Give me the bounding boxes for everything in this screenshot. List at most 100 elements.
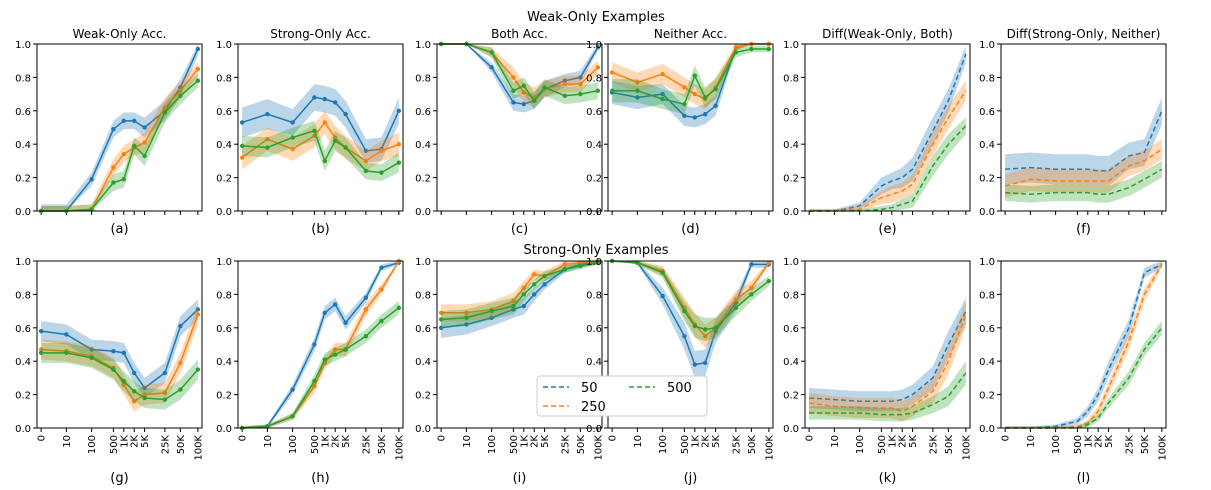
y-tick-label: 0.2 <box>586 174 602 185</box>
data-point <box>111 165 116 170</box>
data-point <box>363 158 369 164</box>
data-point <box>111 180 116 185</box>
x-tick-label: 50K <box>747 435 758 455</box>
y-tick-label: 0.4 <box>415 357 431 368</box>
y-tick-label: 0.2 <box>415 391 431 402</box>
data-point <box>438 310 444 315</box>
data-point <box>322 120 327 125</box>
data-point <box>578 260 583 265</box>
axes-frame <box>436 260 603 429</box>
data-point <box>111 348 116 354</box>
data-point <box>635 260 640 265</box>
data-point <box>521 83 526 88</box>
data-point <box>396 305 402 310</box>
y-tick-label: 0.8 <box>783 290 799 301</box>
data-point <box>682 333 687 339</box>
axes-frame <box>237 43 404 212</box>
data-point <box>562 81 568 87</box>
y-tick-label: 0.4 <box>415 140 431 151</box>
y-tick-label: 0.6 <box>783 324 799 335</box>
data-point <box>396 142 402 147</box>
x-tick-label: 0 <box>238 435 249 441</box>
series-band <box>242 110 399 171</box>
legend-label-500: 500 <box>667 381 692 396</box>
panel-1: 0.0 0.2 0.4 0.6 0.8 1.0 Strong-Only Acc. (b) <box>216 27 404 237</box>
data-point <box>511 303 516 309</box>
data-point <box>121 118 126 124</box>
data-point <box>142 140 147 145</box>
y-tick-label: 0.8 <box>783 73 799 84</box>
data-point <box>396 108 402 114</box>
data-point <box>692 323 697 329</box>
series-line <box>242 261 400 429</box>
data-point <box>121 152 126 157</box>
panel-5: 0.0 0.2 0.4 0.6 0.8 1.0 Diff(Strong-Only, Neit… <box>979 27 1167 237</box>
data-point <box>531 272 537 277</box>
data-point <box>595 45 601 50</box>
x-tick-label: 10 <box>830 435 841 448</box>
data-point <box>121 177 126 182</box>
x-tick-label: 50K <box>176 435 187 455</box>
y-tick-label: 0.6 <box>415 107 431 118</box>
x-tick-label: 50K <box>576 435 587 455</box>
x-tick-label: 10 <box>62 435 73 448</box>
data-point <box>702 95 708 100</box>
data-point <box>239 155 245 160</box>
data-point <box>660 96 665 102</box>
series-band <box>41 74 198 211</box>
data-point <box>121 382 126 387</box>
y-tick-label: 0.6 <box>783 107 799 118</box>
series-line <box>41 352 199 401</box>
data-point <box>749 292 754 297</box>
series-band <box>809 361 966 422</box>
series-line <box>242 260 400 429</box>
y-tick-label: 0.0 <box>586 207 602 218</box>
panel-label: (h) <box>311 471 329 486</box>
x-tick-label: 100 <box>87 435 98 454</box>
data-point <box>131 118 137 124</box>
data-point <box>396 160 402 165</box>
y-tick-label: 0.2 <box>783 174 799 185</box>
data-point <box>322 310 327 315</box>
data-point <box>702 333 708 339</box>
y-tick-label: 0.6 <box>586 324 602 335</box>
series-band <box>1005 321 1162 428</box>
y-tick-label: 0.8 <box>586 290 602 301</box>
data-point <box>521 285 526 290</box>
y-tick-label: 0.4 <box>783 357 799 368</box>
data-point <box>332 302 338 307</box>
x-tick-label: 2K <box>331 435 342 448</box>
data-point <box>162 390 168 396</box>
series-line <box>612 260 770 331</box>
data-point <box>749 262 754 267</box>
y-tick-label: 0.6 <box>15 107 31 118</box>
panel-label: (j) <box>684 471 698 486</box>
x-tick-label: 0 <box>1001 435 1012 441</box>
data-point <box>464 322 469 327</box>
series-band <box>612 261 769 348</box>
data-point <box>343 320 348 325</box>
series-band <box>242 261 399 428</box>
data-point <box>562 267 568 272</box>
y-tick-label: 0.0 <box>15 424 31 435</box>
data-point <box>322 158 327 164</box>
x-tick-label: 50K <box>944 435 955 455</box>
series-line <box>441 261 599 321</box>
panel-4: 0.0 0.2 0.4 0.6 0.8 1.0 Diff(Weak-Only, Both) (… <box>783 27 971 237</box>
series-line <box>41 314 199 403</box>
data-point <box>363 333 369 339</box>
y-tick-label: 0.8 <box>415 73 431 84</box>
y-tick-label: 0.8 <box>979 290 995 301</box>
data-point <box>749 46 754 52</box>
data-point <box>713 328 718 334</box>
data-point <box>635 88 640 93</box>
data-point <box>89 177 94 182</box>
data-point <box>733 297 739 302</box>
x-tick-label: 500 <box>109 435 120 454</box>
data-point <box>379 265 384 270</box>
axes-frame <box>436 43 603 212</box>
series-line <box>441 261 598 329</box>
series-band <box>441 261 598 322</box>
data-point <box>162 110 168 115</box>
series-line <box>41 80 199 212</box>
